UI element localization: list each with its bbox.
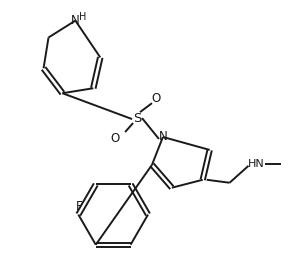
Text: F: F	[76, 200, 83, 213]
Text: O: O	[110, 132, 120, 146]
Text: HN: HN	[248, 159, 265, 169]
Text: N: N	[71, 14, 80, 27]
Text: O: O	[151, 92, 161, 105]
Text: N: N	[159, 131, 167, 143]
Text: H: H	[79, 12, 86, 22]
Text: S: S	[133, 111, 141, 125]
